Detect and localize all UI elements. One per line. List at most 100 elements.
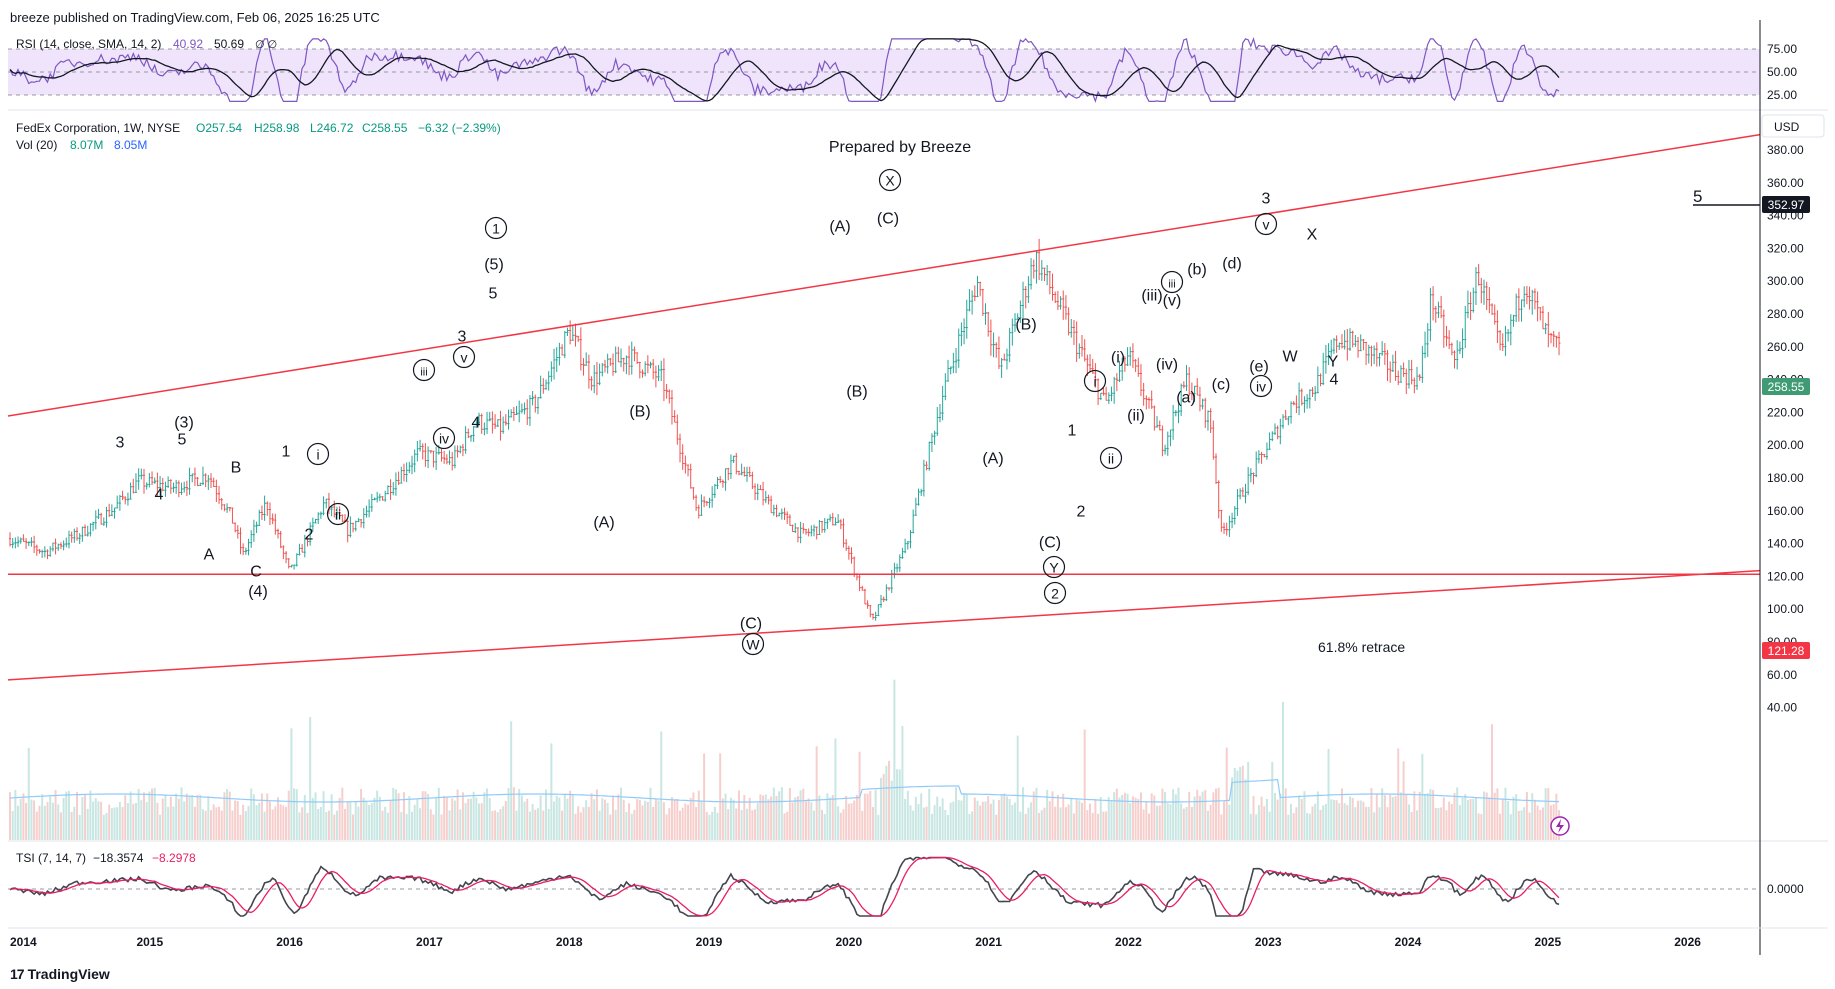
- currency-label[interactable]: USD: [1774, 120, 1800, 134]
- volume-bar: [1255, 814, 1258, 840]
- volume-bar: [839, 812, 842, 840]
- volume-bar: [172, 806, 175, 840]
- volume-bar: [1370, 788, 1373, 840]
- volume-bar: [1070, 798, 1073, 840]
- volume-bar: [277, 797, 279, 840]
- volume-bar: [1212, 792, 1215, 840]
- retrace-label: 61.8% retrace: [1318, 639, 1405, 655]
- wave-label: 4: [472, 415, 481, 432]
- volume-bar: [901, 726, 904, 840]
- volume-bar: [1094, 798, 1097, 840]
- wave-label: 1: [1068, 423, 1077, 440]
- volume-bar: [129, 791, 132, 840]
- volume-bar: [1349, 796, 1351, 840]
- volume-bar: [574, 813, 577, 840]
- volume-bar: [997, 799, 1000, 840]
- volume-bar: [1150, 793, 1153, 840]
- volume-bar: [909, 805, 912, 840]
- volume-bar: [1145, 801, 1148, 840]
- upper-trendline[interactable]: [7, 133, 1761, 417]
- volume-bar: [204, 810, 207, 840]
- volume-bar: [1547, 788, 1550, 840]
- volume-bar: [1416, 810, 1418, 840]
- volume-bar: [1335, 800, 1338, 840]
- volume-bar: [145, 802, 148, 840]
- volume-bar: [569, 790, 572, 840]
- volume-bar: [97, 801, 100, 840]
- volume-bar: [1407, 804, 1410, 840]
- volume-bar: [1517, 810, 1520, 840]
- volume-bar: [555, 795, 558, 840]
- volume-bar: [1496, 788, 1499, 840]
- lower-trendline[interactable]: [7, 569, 1761, 681]
- volume-bar: [65, 791, 68, 840]
- volume-bar: [821, 809, 824, 840]
- volume-bar: [850, 803, 853, 840]
- volume-bar: [70, 811, 73, 840]
- wave-label: 1: [282, 444, 291, 461]
- volume-bar: [1485, 792, 1488, 840]
- volume-bar: [199, 794, 202, 840]
- wave-label-text: v: [461, 350, 468, 366]
- currency-box[interactable]: [1761, 114, 1825, 138]
- time-tick-label: 2020: [835, 935, 862, 949]
- volume-bar: [1300, 799, 1303, 840]
- volume-bar: [156, 802, 159, 840]
- volume-bar: [1383, 795, 1386, 840]
- volume-bar: [510, 721, 513, 840]
- volume-bar: [1426, 793, 1429, 840]
- volume-bar: [893, 679, 896, 840]
- volume-bar: [1097, 813, 1100, 840]
- volume-bar: [764, 794, 767, 840]
- wave-label-text: (iv): [1156, 357, 1178, 374]
- wave-label-text: (5): [484, 257, 504, 274]
- volume-bar: [756, 803, 759, 840]
- volume-bar: [1413, 791, 1416, 840]
- volume-bar: [853, 800, 856, 840]
- volume-bar: [1474, 797, 1477, 840]
- time-tick-label: 2021: [975, 935, 1002, 949]
- volume-bar: [520, 795, 523, 840]
- volume-bar: [386, 812, 389, 840]
- volume-bar: [888, 760, 891, 840]
- volume-bar: [1121, 795, 1124, 840]
- wave-label-text: i: [316, 447, 319, 463]
- volume-ma-value: 8.05M: [114, 138, 147, 152]
- volume-bar: [1314, 803, 1317, 840]
- time-tick-label: 2024: [1395, 935, 1422, 949]
- wave-label: X: [1307, 227, 1318, 244]
- volume-bar: [896, 769, 899, 840]
- volume-bar: [791, 802, 794, 840]
- wave-label-text: X: [1307, 227, 1318, 244]
- volume-bar: [1354, 807, 1357, 840]
- volume-bar: [606, 802, 609, 840]
- volume-bar: [185, 793, 188, 840]
- volume-bar: [357, 806, 360, 840]
- volume-bar: [113, 807, 116, 840]
- wave-label: X: [878, 168, 902, 192]
- volume-bar: [1332, 799, 1335, 840]
- volume-bar: [1389, 794, 1392, 840]
- volume-bar: [614, 809, 617, 840]
- wave-label-text: iv: [439, 431, 449, 447]
- wave-label: 5: [489, 286, 498, 303]
- volume-bar: [73, 806, 76, 840]
- volume-bar: [378, 796, 381, 840]
- volume-bar: [491, 810, 494, 840]
- volume-bar: [1231, 777, 1234, 840]
- volume-bar: [673, 799, 676, 840]
- volume-bar: [35, 811, 38, 840]
- volume-bar: [76, 792, 78, 840]
- volume-bar: [1241, 765, 1244, 840]
- volume-bar: [164, 794, 167, 840]
- volume-bar: [762, 795, 765, 840]
- time-axis[interactable]: 2014 2015 2016 2017 2018 2019 2020 2021 2022 2023…: [8, 927, 1828, 949]
- volume-bar: [234, 800, 237, 840]
- volume-bar: [1295, 807, 1298, 840]
- volume-bar: [1365, 806, 1368, 840]
- price-tick-label: 180.00: [1767, 471, 1804, 485]
- volume-bar: [1257, 805, 1260, 840]
- tradingview-brand[interactable]: 17 TradingView: [10, 966, 110, 982]
